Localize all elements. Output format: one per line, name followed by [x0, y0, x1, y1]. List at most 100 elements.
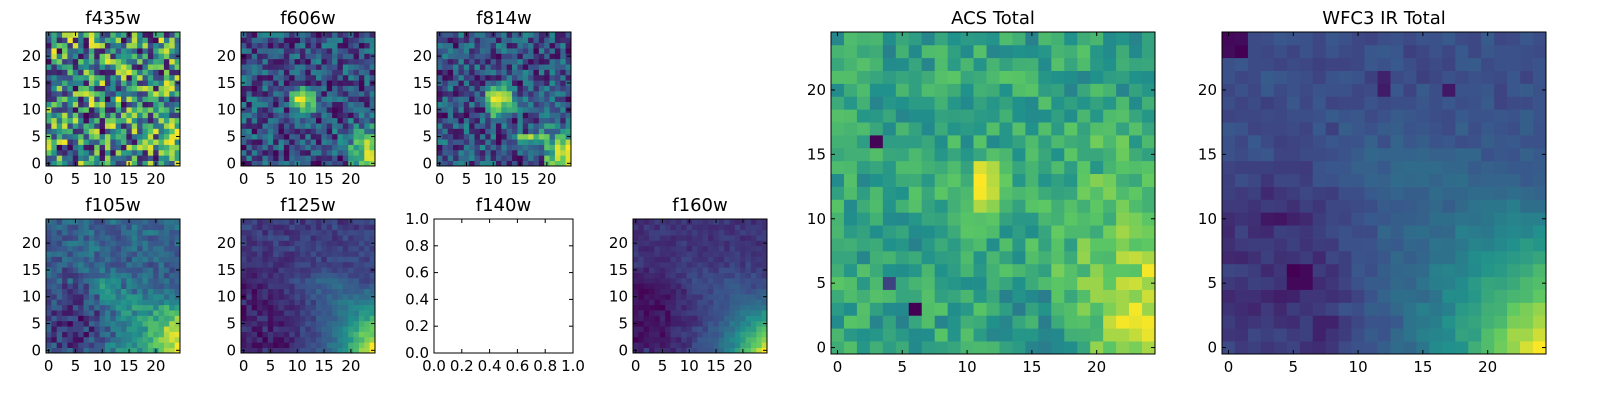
heatmap-cell — [1077, 135, 1091, 149]
heatmap-cell — [104, 90, 111, 97]
heatmap-cell — [1129, 199, 1143, 213]
heatmap-cell — [62, 272, 68, 279]
heatmap-cell — [174, 117, 181, 124]
heatmap-cell — [960, 109, 974, 123]
heatmap-cell — [474, 149, 481, 156]
heatmap-cell — [110, 112, 117, 119]
heatmap-cell — [46, 315, 52, 322]
heatmap-cell — [94, 342, 100, 348]
heatmap-cell — [479, 128, 486, 135]
heatmap-cell — [51, 240, 58, 247]
heatmap-cell — [528, 80, 534, 86]
heatmap-cell — [348, 224, 354, 231]
heatmap-cell — [512, 144, 518, 151]
heatmap-cell — [153, 229, 159, 236]
heatmap-cell — [1129, 238, 1143, 252]
heatmap-cell — [241, 96, 247, 103]
heatmap-cell — [294, 107, 301, 113]
heatmap-cell — [973, 32, 987, 46]
heatmap-cell — [364, 251, 370, 257]
heatmap-cell — [675, 251, 682, 257]
heatmap-cell — [495, 32, 502, 38]
heatmap-cell — [56, 74, 63, 81]
heatmap-cell — [137, 245, 143, 252]
heatmap-cell — [46, 283, 52, 290]
heatmap-cell — [856, 96, 871, 110]
heatmap-cell — [99, 85, 106, 92]
heatmap-cell — [960, 173, 974, 187]
x-tick-label: 15 — [707, 357, 726, 375]
heatmap-cell — [1416, 212, 1430, 226]
heatmap-cell — [490, 53, 497, 60]
heatmap-cell — [51, 90, 58, 97]
heatmap-cell — [869, 341, 884, 355]
heatmap-cell — [364, 160, 370, 167]
heatmap-cell — [241, 128, 247, 135]
heatmap-cell — [110, 272, 117, 279]
heatmap-cell — [163, 53, 170, 60]
heatmap-cell — [142, 294, 149, 300]
heatmap-cell — [1129, 250, 1143, 265]
heatmap-cell — [921, 70, 936, 84]
heatmap-cell — [56, 53, 63, 60]
heatmap-cell — [278, 42, 285, 49]
heatmap-cell — [88, 304, 95, 311]
heatmap-cell — [56, 37, 63, 44]
heatmap-cell — [485, 85, 491, 92]
heatmap-cell — [522, 53, 529, 60]
heatmap-cell — [153, 310, 159, 316]
heatmap-cell — [538, 64, 545, 70]
heatmap-cell — [1273, 328, 1288, 342]
panel-title: f125w — [280, 195, 335, 216]
heatmap-cell — [174, 299, 181, 306]
heatmap-cell — [46, 139, 52, 145]
heatmap-cell — [283, 336, 290, 343]
heatmap-cell — [686, 326, 693, 332]
heatmap-cell — [533, 64, 540, 70]
heatmap-cell — [358, 304, 365, 311]
heatmap-cell — [348, 149, 354, 156]
heatmap-cell — [469, 64, 475, 70]
heatmap-cell — [675, 245, 682, 252]
heatmap-cell — [1025, 96, 1039, 110]
heatmap-cell — [310, 90, 317, 97]
heatmap-cell — [485, 53, 491, 60]
heatmap-cell — [1247, 186, 1262, 200]
heatmap-cell — [1312, 315, 1327, 329]
heatmap-cell — [56, 256, 63, 263]
heatmap-cell — [538, 107, 545, 113]
heatmap-cell — [1129, 212, 1143, 226]
heatmap-cell — [675, 272, 682, 279]
heatmap-cell — [51, 331, 58, 338]
heatmap-cell — [104, 320, 111, 327]
heatmap-cell — [289, 69, 295, 76]
heatmap-cell — [1025, 44, 1039, 59]
heatmap-cell — [463, 128, 470, 135]
heatmap-cell — [364, 315, 370, 322]
heatmap-cell — [305, 107, 312, 113]
heatmap-cell — [163, 42, 170, 49]
heatmap-cell — [713, 304, 720, 311]
heatmap-cell — [495, 37, 502, 44]
heatmap-cell — [1012, 160, 1026, 175]
y-tick-label: 15 — [807, 145, 826, 163]
heatmap-cell — [1116, 57, 1130, 71]
heatmap-cell — [294, 326, 301, 332]
heatmap-cell — [305, 155, 312, 161]
heatmap-cell — [326, 235, 333, 241]
heatmap-cell — [56, 69, 63, 76]
heatmap-cell — [72, 96, 79, 103]
heatmap-cell — [321, 256, 328, 263]
heatmap-cell — [973, 263, 987, 278]
heatmap-cell — [544, 107, 550, 113]
heatmap-cell — [153, 331, 159, 338]
heatmap-cell — [104, 224, 111, 231]
heatmap-cell — [62, 277, 68, 284]
heatmap-cell — [337, 299, 344, 306]
heatmap-cell — [241, 288, 247, 295]
heatmap-cell — [458, 149, 465, 156]
heatmap-cell — [649, 304, 655, 311]
heatmap-cell — [131, 326, 138, 332]
heatmap-cell — [158, 245, 165, 252]
heatmap-cell — [110, 155, 117, 161]
